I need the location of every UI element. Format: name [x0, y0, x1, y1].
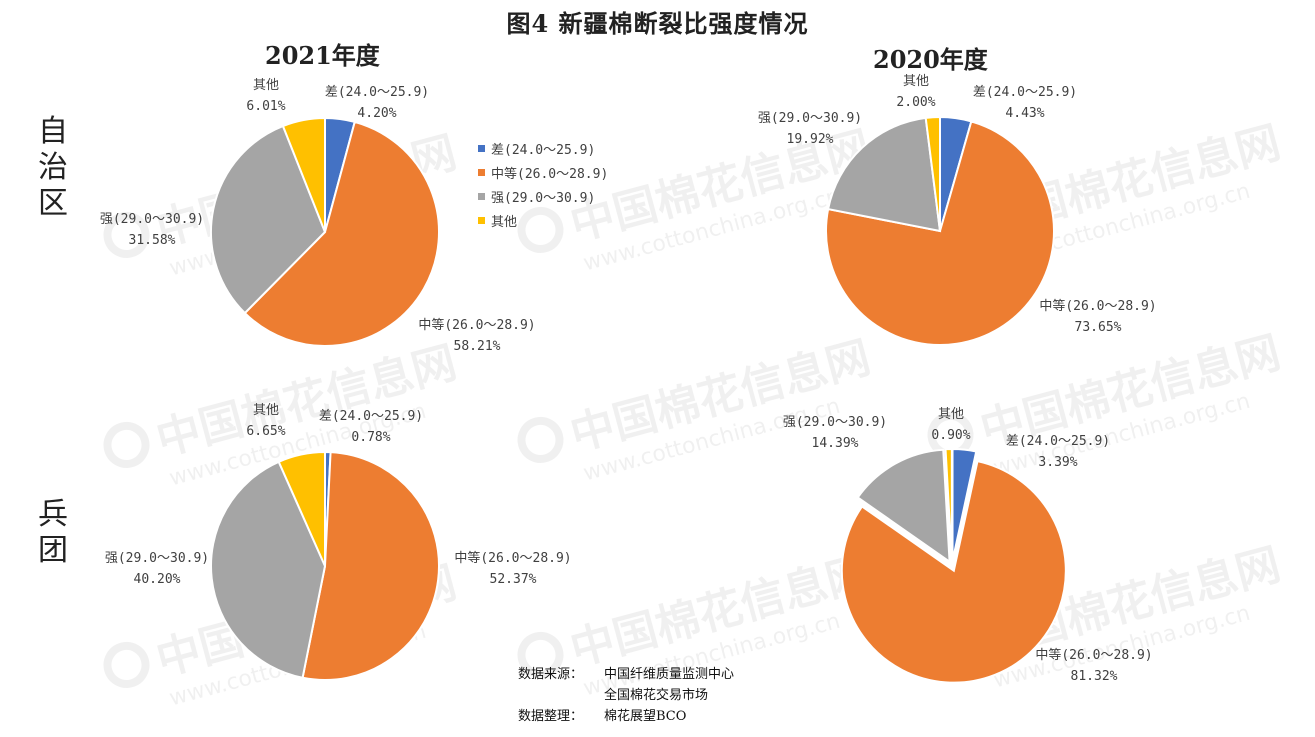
pie-slice-corps-2020-strong [856, 448, 951, 564]
compiled-key: 数据整理： [518, 709, 584, 724]
watermark-logo-icon [512, 411, 569, 469]
pie-slice-region-2021-other [281, 116, 326, 233]
chart-title: 图4 新疆棉断裂比强度情况 [506, 9, 809, 38]
pie-slice-region-2020-medium [825, 120, 1055, 346]
pie-slice-corps-2020-other [944, 448, 953, 562]
legend-item-other: 其他 [478, 208, 608, 232]
data-label-corps-2020-medium: 中等(26.0～28.9) 81.32% [1035, 648, 1153, 684]
data-label-region-2020-other: 其他 2.00% [896, 74, 936, 110]
pie-slice-region-2020-other [924, 115, 941, 232]
data-label-region-2021-other: 其他 6.01% [246, 78, 286, 114]
data-label-corps-2020-poor: 差(24.0～25.9) 3.39% [1005, 434, 1111, 470]
data-label-corps-2021-medium: 中等(26.0～28.9) 52.37% [454, 551, 572, 587]
legend: 差(24.0～25.9) 中等(26.0～28.9) 强(29.0～30.9) … [478, 136, 608, 232]
data-label-region-2020-poor: 差(24.0～25.9) 4.43% [972, 85, 1078, 121]
pie-slice-corps-2021-medium [301, 451, 440, 681]
data-label-region-2020-strong: 强(29.0～30.9) 19.92% [757, 111, 863, 147]
pie-slice-region-2020-strong [826, 116, 942, 233]
data-label-region-2021-strong: 强(29.0～30.9) 31.58% [99, 212, 205, 248]
pie-slice-region-2021-medium [243, 120, 440, 347]
data-label-region-2021-medium: 中等(26.0～28.9) 58.21% [418, 318, 536, 354]
data-label-corps-2021-poor: 差(24.0～25.9) 0.78% [318, 409, 424, 445]
compiled-value: 棉花展望BCO [604, 709, 687, 724]
data-label-region-2020-medium: 中等(26.0～28.9) 73.65% [1039, 299, 1157, 335]
row-label-corps: 兵团 [38, 497, 68, 568]
data-label-corps-2021-other: 其他 6.65% [246, 403, 286, 439]
pie-chart-corps-2021 [210, 450, 440, 681]
data-label-corps-2020-other: 其他 0.90% [931, 407, 971, 443]
legend-swatch [478, 144, 485, 152]
legend-item-poor: 差(24.0～25.9) [478, 136, 608, 160]
pie-chart-region-2020 [825, 115, 1055, 346]
pie-chart-region-2021 [210, 116, 440, 347]
source-value-1: 中国纤维质量监测中心 [604, 667, 735, 682]
pie-slice-region-2021-strong [210, 124, 327, 315]
data-label-region-2021-poor: 差(24.0～25.9) 4.20% [324, 85, 430, 121]
source-value-2: 全国棉花交易市场 [604, 688, 709, 703]
legend-item-medium: 中等(26.0～28.9) [478, 160, 608, 184]
pie-slice-corps-2021-strong [210, 460, 327, 679]
watermark-logo-icon [98, 636, 155, 694]
source-note: 数据来源： 中国纤维质量监测中心 全国棉花交易市场 数据整理： 棉花展望BCO [518, 664, 734, 727]
pie-slice-corps-2021-other [277, 450, 326, 567]
year-title-2020: 2020年度 [873, 45, 988, 74]
source-key: 数据来源： [518, 667, 584, 682]
legend-item-strong: 强(29.0～30.9) [478, 184, 608, 208]
row-label-region: 自治区 [38, 114, 68, 221]
legend-swatch [478, 168, 485, 176]
data-label-corps-2021-strong: 强(29.0～30.9) 40.20% [104, 551, 210, 587]
legend-swatch [478, 192, 485, 200]
data-label-corps-2020-strong: 强(29.0～30.9) 14.39% [782, 415, 888, 451]
pie-chart-corps-2020 [840, 448, 1067, 684]
legend-swatch [478, 216, 485, 224]
watermark-logo-icon [98, 416, 155, 474]
pie-slice-corps-2020-medium [840, 459, 1067, 684]
year-title-2021: 2021年度 [265, 41, 380, 70]
